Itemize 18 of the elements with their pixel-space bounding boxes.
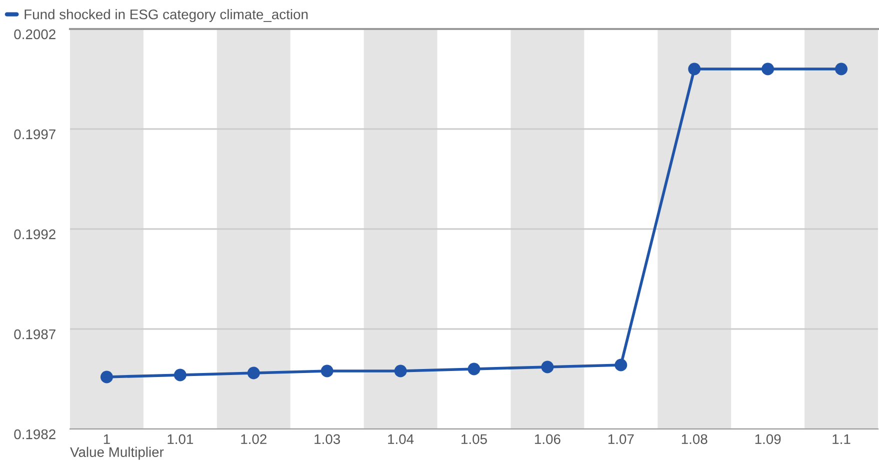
x-tick-label: 1.06: [535, 434, 560, 444]
y-tick-label: 0.2002: [14, 29, 56, 40]
x-tick-label: 1.07: [608, 434, 634, 444]
x-tick-label: 1.08: [682, 434, 708, 444]
x-tick-label: 1.04: [388, 434, 414, 444]
legend-label: Fund shocked in ESG category climate_action: [24, 9, 308, 22]
x-tick-label: 1.09: [755, 434, 781, 444]
y-tick-label: 0.1982: [14, 429, 56, 440]
x-tick-label: 1.05: [462, 434, 487, 444]
y-tick-label: 0.1997: [14, 129, 56, 140]
x-tick-label: 1.01: [168, 434, 194, 444]
y-tick-label: 0.1992: [14, 229, 56, 240]
x-tick-label: 1.1: [832, 434, 850, 444]
x-tick-label: 1.03: [314, 434, 340, 444]
y-tick-label: 0.1987: [14, 329, 56, 340]
x-axis-title: Value Multiplier: [70, 446, 164, 460]
x-tick-label: 1: [104, 434, 110, 444]
x-tick-label: 1.02: [241, 434, 266, 444]
